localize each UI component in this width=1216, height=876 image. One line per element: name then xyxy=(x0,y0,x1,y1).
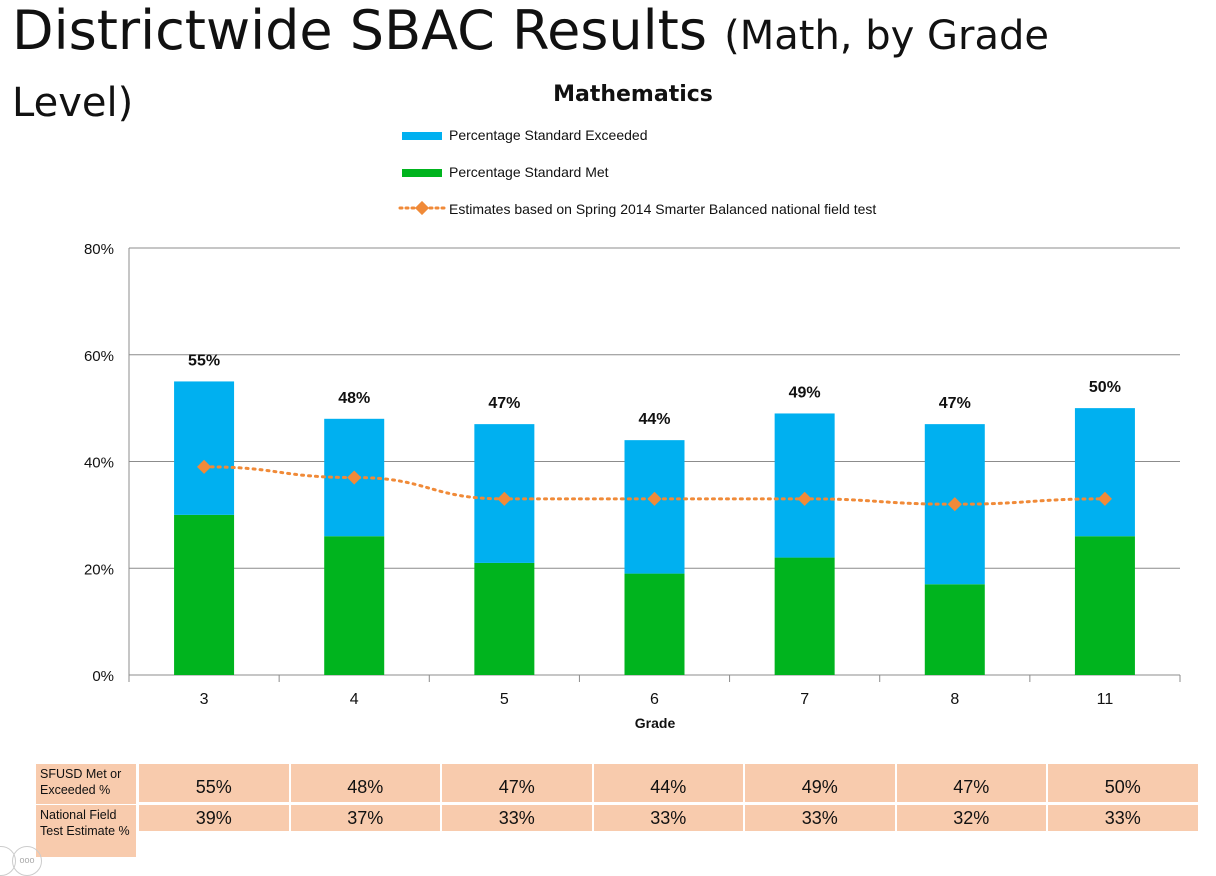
y-tick-label: 60% xyxy=(84,348,114,365)
table-cell: 33% xyxy=(1048,805,1198,831)
y-tick-label: 20% xyxy=(84,561,114,578)
legend-label-estimate: Estimates based on Spring 2014 Smarter B… xyxy=(449,201,877,217)
estimate-point-grade-4 xyxy=(347,470,362,485)
table-cell: 39% xyxy=(139,805,289,831)
bar-met-grade-3 xyxy=(174,514,235,675)
legend-label-exceeded: Percentage Standard Exceeded xyxy=(449,127,648,143)
y-tick-label: 80% xyxy=(84,241,114,258)
table-cell: 44% xyxy=(593,764,743,802)
legend-swatch-estimate xyxy=(398,201,446,215)
chart-title: Mathematics xyxy=(553,82,713,107)
more-options-icon[interactable]: ooo xyxy=(12,846,42,876)
table-cell: 50% xyxy=(1048,764,1198,802)
bar-total-label: 50% xyxy=(1089,379,1121,396)
bar-met-grade-8 xyxy=(924,584,985,675)
estimate-point-grade-11 xyxy=(1097,491,1112,506)
bar-met-grade-5 xyxy=(474,562,535,675)
y-tick-label: 0% xyxy=(92,668,114,685)
x-tick-label: 3 xyxy=(200,691,209,708)
table-cell: 37% xyxy=(290,805,440,831)
estimate-point-grade-5 xyxy=(497,491,512,506)
bar-total-label: 47% xyxy=(939,395,971,412)
table-cell: 47% xyxy=(896,764,1046,802)
estimate-point-grade-7 xyxy=(797,491,812,506)
bar-total-label: 48% xyxy=(338,390,370,407)
x-tick-label: 11 xyxy=(1097,691,1114,708)
slide-title-main: Districtwide SBAC Results xyxy=(12,0,707,62)
table-cell: 49% xyxy=(745,764,895,802)
estimate-point-grade-3 xyxy=(197,459,212,474)
table-row-label: National Field Test Estimate % xyxy=(36,805,136,857)
table-cell: 33% xyxy=(745,805,895,831)
x-tick-label: 4 xyxy=(350,691,359,708)
bar-total-label: 44% xyxy=(638,411,670,428)
table-cell: 33% xyxy=(593,805,743,831)
estimate-point-grade-6 xyxy=(647,491,662,506)
legend-label-met: Percentage Standard Met xyxy=(449,164,609,180)
legend-swatch-exceeded xyxy=(402,132,442,140)
bar-total-label: 49% xyxy=(789,384,821,401)
bar-met-grade-7 xyxy=(774,557,835,675)
x-tick-label: 8 xyxy=(950,691,959,708)
table-cell: 47% xyxy=(442,764,592,802)
slide-title-sub: (Math, by Grade Level) xyxy=(12,13,1049,126)
bar-met-grade-4 xyxy=(324,536,385,675)
x-tick-label: 5 xyxy=(500,691,509,708)
slide-title: Districtwide SBAC Results (Math, by Grad… xyxy=(12,0,1112,134)
bar-exceeded-grade-7 xyxy=(774,413,835,558)
bar-exceeded-grade-6 xyxy=(624,440,685,574)
bar-exceeded-grade-3 xyxy=(174,381,235,515)
table-cell: 32% xyxy=(896,805,1046,831)
table-row-label: SFUSD Met or Exceeded % xyxy=(36,764,136,804)
x-axis-title: Grade xyxy=(635,715,676,731)
bar-total-label: 55% xyxy=(188,352,220,369)
table-cell: 55% xyxy=(139,764,289,802)
bar-exceeded-grade-11 xyxy=(1074,408,1135,537)
bar-met-grade-6 xyxy=(624,573,685,675)
x-tick-label: 6 xyxy=(650,691,659,708)
bar-total-label: 47% xyxy=(488,395,520,412)
x-tick-label: 7 xyxy=(800,691,809,708)
table-cell: 33% xyxy=(442,805,592,831)
y-tick-label: 40% xyxy=(84,455,114,472)
bar-met-grade-11 xyxy=(1074,536,1135,675)
legend-swatch-met xyxy=(402,169,442,177)
estimate-point-grade-8 xyxy=(947,497,962,512)
table-cell: 48% xyxy=(290,764,440,802)
